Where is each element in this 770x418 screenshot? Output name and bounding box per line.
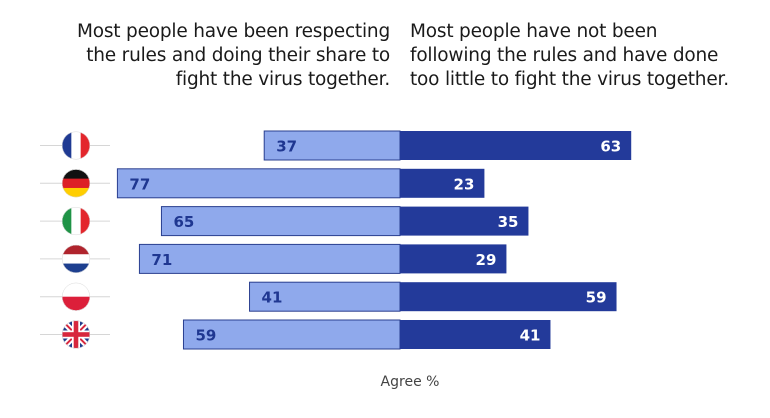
value-label-right-united-kingdom: 41 bbox=[520, 327, 541, 345]
value-label-right-germany: 23 bbox=[454, 175, 475, 193]
value-label-left-italy: 65 bbox=[173, 213, 194, 231]
bar-left-france bbox=[263, 130, 401, 161]
bar-left-germany bbox=[116, 168, 401, 199]
value-label-left-germany: 77 bbox=[129, 175, 150, 193]
bar-left-united-kingdom bbox=[182, 319, 401, 350]
bar-left-italy bbox=[160, 206, 401, 237]
bar-left-poland bbox=[249, 281, 401, 312]
flag-netherlands-icon bbox=[62, 244, 90, 273]
flag-germany-icon bbox=[62, 169, 90, 198]
value-label-left-netherlands: 71 bbox=[151, 251, 172, 269]
bar-right-netherlands bbox=[400, 244, 507, 274]
bar-left-netherlands bbox=[138, 243, 401, 274]
value-label-left-france: 37 bbox=[276, 138, 297, 156]
bar-right-italy bbox=[400, 206, 529, 236]
value-label-left-poland: 41 bbox=[262, 289, 283, 307]
value-label-right-netherlands: 29 bbox=[476, 251, 497, 269]
flag-uk-icon bbox=[62, 320, 90, 349]
bar-right-germany bbox=[400, 168, 485, 198]
value-label-right-france: 63 bbox=[600, 138, 621, 156]
bar-right-france bbox=[400, 131, 632, 160]
left-header: Most people have been respecting the rul… bbox=[76, 21, 390, 90]
bar-right-united-kingdom bbox=[400, 320, 551, 349]
bar-right-poland bbox=[400, 282, 617, 312]
value-label-right-poland: 59 bbox=[586, 289, 607, 307]
flag-france-icon bbox=[62, 131, 90, 160]
flag-italy-icon bbox=[62, 207, 90, 236]
right-header: Most people have not been following the … bbox=[410, 21, 729, 90]
flag-poland-icon bbox=[62, 282, 90, 311]
value-label-right-italy: 35 bbox=[498, 213, 519, 231]
value-label-left-united-kingdom: 59 bbox=[195, 327, 216, 345]
x-axis-label: Agree % bbox=[380, 374, 440, 390]
